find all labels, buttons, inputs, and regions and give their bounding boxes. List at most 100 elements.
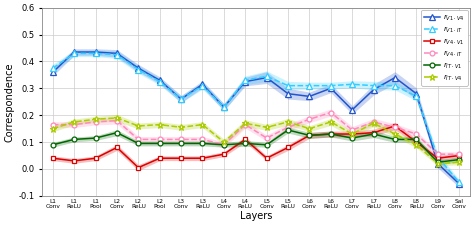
Line: $\it{r}_{V4 \cdot V1}$: $\it{r}_{V4 \cdot V1}$ bbox=[50, 124, 462, 170]
$\it{r}_{V4 \cdot IT}$ bbox=[349, 129, 355, 131]
$\it{r}_{V1 \cdot V4}$ bbox=[71, 51, 77, 53]
Legend: $\it{r}_{V1 \cdot V4}$, $\it{r}_{V1 \cdot IT}$, $\it{r}_{V4 \cdot V1}$, $\it{r}_: $\it{r}_{V1 \cdot V4}$, $\it{r}_{V1 \cdo… bbox=[421, 10, 468, 86]
$\it{r}_{V4 \cdot V1}$ bbox=[307, 134, 312, 137]
$\it{r}_{V4 \cdot IT}$ bbox=[114, 119, 120, 122]
$\it{r}_{V4 \cdot V1}$ bbox=[114, 146, 120, 149]
$\it{r}_{IT \cdot V1}$ bbox=[392, 138, 398, 141]
$\it{r}_{V4 \cdot V1}$ bbox=[178, 157, 184, 160]
$\it{r}_{IT \cdot V4}$ bbox=[242, 122, 248, 125]
$\it{r}_{V1 \cdot V4}$ bbox=[328, 87, 334, 90]
$\it{r}_{V1 \cdot IT}$ bbox=[349, 83, 355, 86]
$\it{r}_{V4 \cdot V1}$ bbox=[71, 160, 77, 162]
$\it{r}_{IT \cdot V4}$ bbox=[413, 143, 419, 146]
$\it{r}_{V1 \cdot V4}$ bbox=[242, 80, 248, 83]
$\it{r}_{V1 \cdot IT}$ bbox=[157, 80, 163, 83]
Line: $\it{r}_{V1 \cdot V4}$: $\it{r}_{V1 \cdot V4}$ bbox=[50, 49, 462, 187]
X-axis label: Layers: Layers bbox=[240, 211, 272, 221]
$\it{r}_{V4 \cdot V1}$ bbox=[328, 133, 334, 135]
$\it{r}_{IT \cdot V1}$ bbox=[136, 142, 141, 145]
Line: $\it{r}_{IT \cdot V4}$: $\it{r}_{IT \cdot V4}$ bbox=[49, 115, 463, 167]
$\it{r}_{IT \cdot V1}$ bbox=[264, 143, 270, 146]
$\it{r}_{IT \cdot V1}$ bbox=[349, 137, 355, 139]
$\it{r}_{V1 \cdot V4}$ bbox=[221, 106, 227, 108]
$\it{r}_{IT \cdot V1}$ bbox=[71, 138, 77, 141]
$\it{r}_{V4 \cdot IT}$ bbox=[264, 137, 270, 139]
$\it{r}_{IT \cdot V4}$ bbox=[114, 117, 120, 119]
$\it{r}_{V4 \cdot IT}$ bbox=[136, 138, 141, 141]
$\it{r}_{IT \cdot V1}$ bbox=[200, 142, 205, 145]
$\it{r}_{V4 \cdot V1}$ bbox=[264, 157, 270, 160]
$\it{r}_{V4 \cdot IT}$ bbox=[285, 126, 291, 129]
$\it{r}_{V1 \cdot V4}$ bbox=[264, 76, 270, 79]
$\it{r}_{V1 \cdot IT}$ bbox=[435, 155, 441, 158]
$\it{r}_{V1 \cdot V4}$ bbox=[392, 76, 398, 79]
$\it{r}_{V1 \cdot V4}$ bbox=[200, 83, 205, 86]
$\it{r}_{V1 \cdot IT}$ bbox=[307, 84, 312, 87]
$\it{r}_{V4 \cdot IT}$ bbox=[392, 126, 398, 129]
$\it{r}_{IT \cdot V4}$ bbox=[50, 127, 55, 130]
$\it{r}_{V4 \cdot V1}$ bbox=[221, 153, 227, 155]
$\it{r}_{V1 \cdot IT}$ bbox=[413, 95, 419, 98]
$\it{r}_{V4 \cdot V1}$ bbox=[456, 154, 462, 157]
$\it{r}_{IT \cdot V1}$ bbox=[456, 158, 462, 161]
$\it{r}_{V1 \cdot IT}$ bbox=[285, 84, 291, 87]
$\it{r}_{IT \cdot V1}$ bbox=[178, 142, 184, 145]
$\it{r}_{IT \cdot V1}$ bbox=[435, 161, 441, 164]
$\it{r}_{IT \cdot V4}$ bbox=[456, 161, 462, 164]
$\it{r}_{V1 \cdot V4}$ bbox=[157, 79, 163, 82]
$\it{r}_{V4 \cdot IT}$ bbox=[178, 138, 184, 141]
$\it{r}_{V4 \cdot IT}$ bbox=[157, 138, 163, 141]
$\it{r}_{V4 \cdot IT}$ bbox=[307, 118, 312, 121]
$\it{r}_{V1 \cdot V4}$ bbox=[93, 51, 99, 53]
$\it{r}_{IT \cdot V1}$ bbox=[413, 138, 419, 141]
$\it{r}_{V1 \cdot IT}$ bbox=[136, 68, 141, 71]
$\it{r}_{IT \cdot V1}$ bbox=[114, 131, 120, 134]
$\it{r}_{V1 \cdot V4}$ bbox=[178, 98, 184, 100]
$\it{r}_{V1 \cdot V4}$ bbox=[285, 92, 291, 95]
$\it{r}_{V4 \cdot V1}$ bbox=[435, 157, 441, 160]
$\it{r}_{V1 \cdot IT}$ bbox=[178, 98, 184, 100]
$\it{r}_{IT \cdot V4}$ bbox=[157, 123, 163, 126]
$\it{r}_{V4 \cdot IT}$ bbox=[371, 121, 376, 123]
$\it{r}_{V1 \cdot IT}$ bbox=[328, 84, 334, 87]
$\it{r}_{IT \cdot V4}$ bbox=[435, 162, 441, 165]
$\it{r}_{V1 \cdot IT}$ bbox=[50, 67, 55, 70]
$\it{r}_{V4 \cdot V1}$ bbox=[285, 146, 291, 149]
$\it{r}_{V1 \cdot V4}$ bbox=[114, 52, 120, 55]
$\it{r}_{IT \cdot V4}$ bbox=[200, 123, 205, 126]
$\it{r}_{IT \cdot V4}$ bbox=[328, 121, 334, 123]
$\it{r}_{V4 \cdot IT}$ bbox=[71, 123, 77, 126]
$\it{r}_{V4 \cdot V1}$ bbox=[93, 157, 99, 160]
$\it{r}_{V4 \cdot V1}$ bbox=[349, 133, 355, 135]
$\it{r}_{V4 \cdot V1}$ bbox=[136, 166, 141, 169]
$\it{r}_{V1 \cdot IT}$ bbox=[221, 106, 227, 108]
$\it{r}_{V4 \cdot IT}$ bbox=[242, 123, 248, 126]
$\it{r}_{IT \cdot V4}$ bbox=[349, 133, 355, 135]
$\it{r}_{V4 \cdot V1}$ bbox=[157, 157, 163, 160]
$\it{r}_{IT \cdot V1}$ bbox=[242, 142, 248, 145]
$\it{r}_{V1 \cdot IT}$ bbox=[264, 75, 270, 78]
$\it{r}_{IT \cdot V1}$ bbox=[93, 137, 99, 139]
$\it{r}_{IT \cdot V1}$ bbox=[285, 129, 291, 131]
Line: $\it{r}_{V4 \cdot IT}$: $\it{r}_{V4 \cdot IT}$ bbox=[50, 110, 462, 157]
$\it{r}_{V4 \cdot IT}$ bbox=[93, 121, 99, 123]
$\it{r}_{V4 \cdot IT}$ bbox=[435, 153, 441, 155]
$\it{r}_{V1 \cdot IT}$ bbox=[242, 79, 248, 82]
$\it{r}_{IT \cdot V1}$ bbox=[157, 142, 163, 145]
$\it{r}_{V4 \cdot IT}$ bbox=[50, 123, 55, 126]
$\it{r}_{IT \cdot V1}$ bbox=[307, 134, 312, 137]
$\it{r}_{V4 \cdot V1}$ bbox=[242, 138, 248, 141]
$\it{r}_{V1 \cdot IT}$ bbox=[200, 84, 205, 87]
$\it{r}_{IT \cdot V4}$ bbox=[307, 127, 312, 130]
$\it{r}_{V1 \cdot V4}$ bbox=[456, 182, 462, 185]
$\it{r}_{V1 \cdot V4}$ bbox=[413, 92, 419, 95]
Line: $\it{r}_{IT \cdot V1}$: $\it{r}_{IT \cdot V1}$ bbox=[50, 128, 462, 165]
$\it{r}_{IT \cdot V1}$ bbox=[328, 133, 334, 135]
$\it{r}_{V1 \cdot IT}$ bbox=[456, 181, 462, 184]
$\it{r}_{IT \cdot V4}$ bbox=[136, 125, 141, 127]
$\it{r}_{V4 \cdot IT}$ bbox=[413, 133, 419, 135]
$\it{r}_{IT \cdot V4}$ bbox=[264, 126, 270, 129]
$\it{r}_{V4 \cdot V1}$ bbox=[392, 125, 398, 127]
$\it{r}_{IT \cdot V1}$ bbox=[50, 143, 55, 146]
$\it{r}_{V1 \cdot IT}$ bbox=[114, 53, 120, 56]
